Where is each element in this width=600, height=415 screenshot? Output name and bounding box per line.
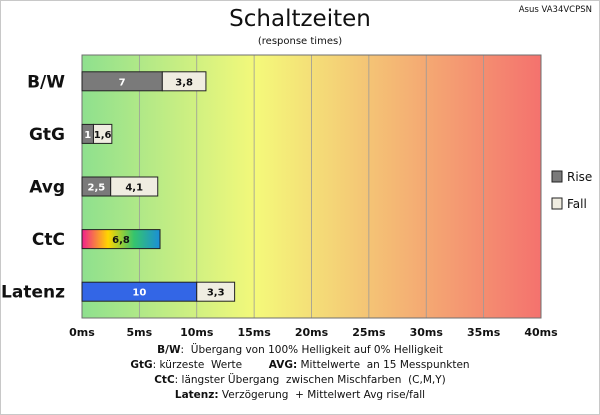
legend-label-fall: Fall — [567, 197, 587, 211]
data-label-rise: 1 — [84, 130, 91, 141]
footer-line-gtg-avg: GtG: kürzeste Werte AVG: Mittelwerte an … — [0, 358, 600, 373]
footer-key-ctc: CtC — [154, 374, 175, 386]
data-label-rise: 2,5 — [87, 183, 105, 194]
footer-key-latenz: Latenz: — [174, 389, 219, 401]
x-tick-label: 10ms — [180, 326, 214, 339]
x-tick-label: 20ms — [295, 326, 329, 339]
footer-line-ctc: CtC: längster Übergang zwischen Mischfar… — [0, 373, 600, 388]
bar-fall-bw — [161, 71, 207, 92]
x-tick-label: 35ms — [467, 326, 501, 339]
category-label: Latenz — [1, 283, 65, 303]
legend-swatch-fall — [551, 197, 563, 210]
legend-label-rise: Rise — [567, 170, 592, 184]
category-label: CtC — [32, 230, 65, 250]
x-tick-label: 40ms — [524, 326, 558, 339]
data-label-rise: 7 — [119, 77, 126, 88]
data-label-fall: 4,1 — [125, 183, 143, 194]
footer-key-gtg: GtG — [130, 359, 153, 371]
footer-text-bw: : Übergang von 100% Helligkeit auf 0% He… — [180, 344, 443, 356]
bar-rise-ctc — [81, 229, 161, 250]
legend-swatch-rise — [551, 170, 563, 183]
x-tick-label: 25ms — [352, 326, 386, 339]
x-tick-label: 15ms — [237, 326, 271, 339]
footer-text-latenz: Verzögerung + Mittelwert Avg rise/fall — [218, 389, 426, 401]
monitor-model: Asus VA34VCPSN — [518, 5, 592, 15]
chart-title: Schaltzeiten — [229, 6, 371, 32]
footer-line-latenz: Latenz: Verzögerung + Mittelwert Avg ris… — [0, 388, 600, 403]
bar-fall-avg — [110, 176, 159, 197]
chart-subtitle: (response times) — [257, 36, 343, 47]
chart-footer: B/W: Übergang von 100% Helligkeit auf 0%… — [0, 343, 600, 403]
x-tick-label: 0ms — [69, 326, 95, 339]
bar-fall-gtg — [92, 123, 113, 144]
bar-fall-latenz — [196, 281, 236, 302]
category-label: Avg — [29, 178, 65, 198]
category-label: B/W — [27, 72, 65, 92]
footer-line-bw: B/W: Übergang von 100% Helligkeit auf 0%… — [0, 343, 600, 358]
footer-text-ctc: : längster Übergang zwischen Mischfarben… — [174, 374, 446, 386]
data-label-rise: 6,8 — [112, 235, 130, 246]
footer-text-avg: Mittelwerte an 15 Messpunkten — [297, 359, 470, 371]
data-label-fall: 3,8 — [175, 77, 193, 88]
footer-text-gtg: : kürzeste Werte — [152, 359, 269, 371]
x-tick-label: 30ms — [410, 326, 444, 339]
footer-key-bw: B/W — [157, 344, 181, 356]
data-label-fall: 3,3 — [207, 288, 225, 299]
data-label-rise: 10 — [132, 288, 146, 299]
category-label: GtG — [29, 125, 65, 145]
data-label-fall: 1,6 — [94, 130, 112, 141]
footer-key-avg: AVG: — [268, 359, 298, 371]
x-tick-label: 5ms — [127, 326, 153, 339]
